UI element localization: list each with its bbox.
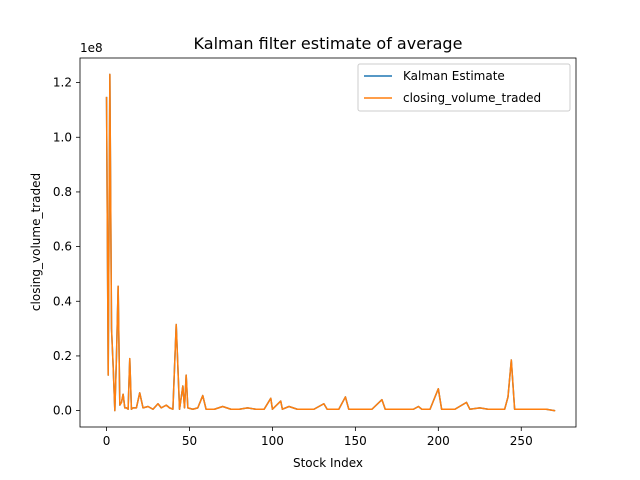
x-tick-label: 50: [182, 434, 197, 448]
y-tick-label: 1.2: [53, 76, 72, 90]
series-layer: [105, 73, 556, 412]
y-tick-label: 0.2: [53, 349, 72, 363]
x-tick-label: 200: [427, 434, 450, 448]
legend-label-closing-volume-traded: closing_volume_traded: [403, 91, 541, 105]
y-axis-label: closing_volume_traded: [29, 173, 43, 311]
x-axis-label: Stock Index: [293, 456, 363, 470]
y-tick-label: 0.0: [53, 404, 72, 418]
legend-label-kalman-estimate: Kalman Estimate: [403, 69, 505, 83]
x-tick-label: 100: [261, 434, 284, 448]
plot-frame: [79, 57, 577, 428]
x-tick-label: 250: [510, 434, 533, 448]
legend-box: [357, 63, 571, 112]
x-tick-label: 0: [103, 434, 111, 448]
series-line-closing-volume-traded: [105, 73, 556, 412]
y-tick-label: 0.4: [53, 294, 72, 308]
y-tick-label: 0.8: [53, 185, 72, 199]
y-axis: 0.0 0.2 0.4 0.6 0.8 1.0 1.2: [53, 76, 80, 418]
y-tick-label: 0.6: [53, 240, 72, 254]
legend: Kalman Estimate closing_volume_traded: [357, 63, 571, 112]
x-tick-label: 150: [344, 434, 367, 448]
y-tick-label: 1.0: [53, 130, 72, 144]
y-offset-text: 1e8: [80, 41, 103, 55]
x-axis: 0 50 100 150 200 250: [103, 427, 533, 448]
chart-title: Kalman filter estimate of average: [194, 34, 463, 53]
